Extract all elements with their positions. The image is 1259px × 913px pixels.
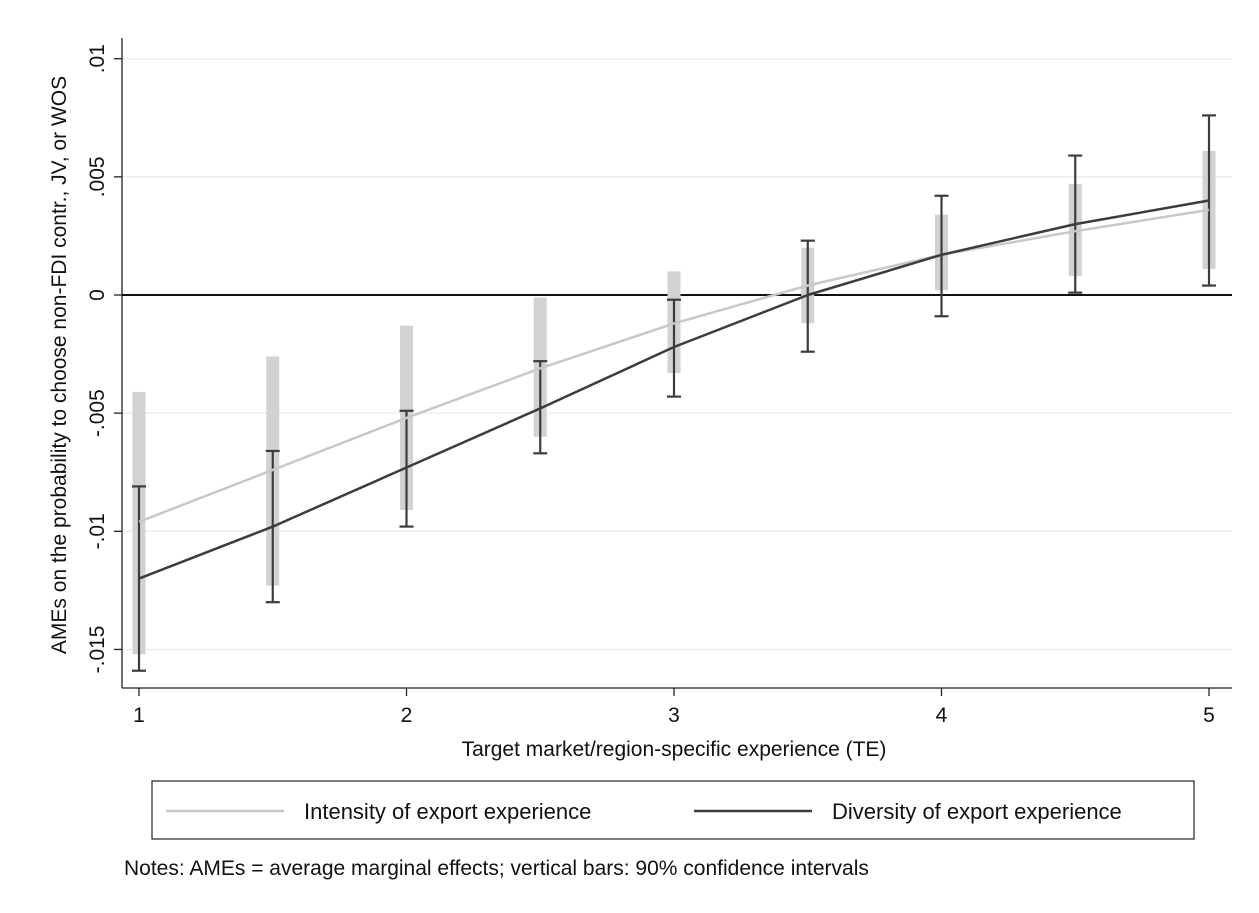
x-tick-label: 5 [1203,704,1215,727]
y-tick-label: -.005 [86,389,109,437]
x-tick-label: 1 [133,704,145,727]
x-tick-label: 3 [668,704,680,727]
notes-text: Notes: AMEs = average marginal effects; … [124,857,869,880]
x-axis-title: Target market/region-specific experience… [462,738,887,761]
x-tick-label: 2 [401,704,413,727]
legend-box [151,780,1195,840]
y-tick-label: .005 [86,156,109,197]
legend-label-diversity: Diversity of export experience [832,799,1122,824]
legend: Intensity of export experience Diversity… [151,780,1195,840]
y-tick-label: -.015 [86,626,109,674]
confidence-intervals [132,114,1216,672]
series-lines [138,199,1210,580]
series-line-intensity [138,208,1210,523]
y-tick-label: .01 [86,44,109,73]
axes: -.015 -.01 -.005 0 .005 .01 1 2 3 4 5 [86,38,1232,727]
series-line-diversity [138,199,1210,580]
y-axis-title: AMEs on the probability to choose non-FD… [48,76,71,654]
x-tick-label: 4 [936,704,948,727]
y-tick-label: -.01 [86,513,109,549]
y-tick-label: 0 [86,289,109,301]
legend-label-intensity: Intensity of export experience [304,799,591,824]
